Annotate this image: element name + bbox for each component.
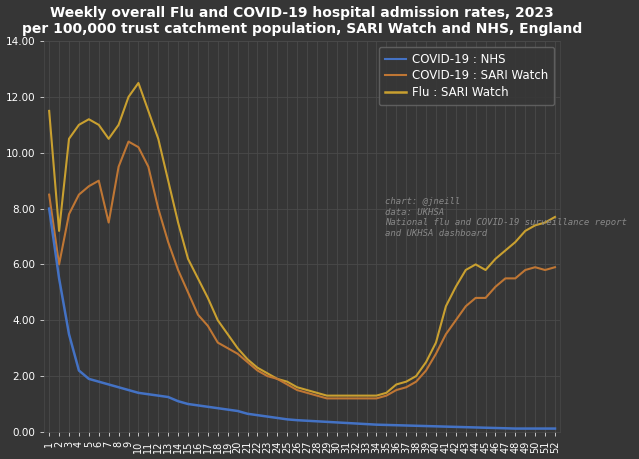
COVID-19 : NHS: (52, 7.7): NHS: (52, 7.7)	[551, 214, 559, 220]
Line: COVID-19 : SARI Watch: COVID-19 : SARI Watch	[49, 141, 555, 398]
Flu : SARI Watch: (32, 0.3): SARI Watch: (32, 0.3)	[353, 421, 360, 426]
COVID-19 : NHS: (26, 1.6): NHS: (26, 1.6)	[293, 385, 301, 390]
COVID-19 : NHS: (34, 1.3): NHS: (34, 1.3)	[373, 393, 380, 398]
COVID-19 : NHS: (1, 11.5): NHS: (1, 11.5)	[45, 108, 53, 114]
Flu : SARI Watch: (52, 0.12): SARI Watch: (52, 0.12)	[551, 426, 559, 431]
COVID-19 : NHS: (5, 11.2): NHS: (5, 11.2)	[85, 117, 93, 122]
COVID-19 : SARI Watch: (36, 1.5): SARI Watch: (36, 1.5)	[392, 387, 400, 393]
Flu : SARI Watch: (25, 0.45): SARI Watch: (25, 0.45)	[283, 417, 291, 422]
Flu : SARI Watch: (49, 0.12): SARI Watch: (49, 0.12)	[521, 426, 529, 431]
Flu : SARI Watch: (5, 1.9): SARI Watch: (5, 1.9)	[85, 376, 93, 381]
Flu : SARI Watch: (19, 0.8): SARI Watch: (19, 0.8)	[224, 407, 231, 412]
COVID-19 : NHS: (36, 1.7): NHS: (36, 1.7)	[392, 382, 400, 387]
COVID-19 : SARI Watch: (1, 8.5): SARI Watch: (1, 8.5)	[45, 192, 53, 197]
COVID-19 : NHS: (20, 3): NHS: (20, 3)	[234, 346, 242, 351]
COVID-19 : SARI Watch: (5, 8.8): SARI Watch: (5, 8.8)	[85, 184, 93, 189]
COVID-19 : SARI Watch: (29, 1.2): SARI Watch: (29, 1.2)	[323, 396, 331, 401]
COVID-19 : SARI Watch: (26, 1.5): SARI Watch: (26, 1.5)	[293, 387, 301, 393]
Text: chart: @jneill
data: UKHSA
National flu and COVID-19 surveillance report
and UKH: chart: @jneill data: UKHSA National flu …	[385, 197, 626, 238]
Legend: COVID-19 : NHS, COVID-19 : SARI Watch, Flu : SARI Watch: COVID-19 : NHS, COVID-19 : SARI Watch, F…	[379, 47, 554, 105]
Title: Weekly overall Flu and COVID-19 hospital admission rates, 2023
per 100,000 trust: Weekly overall Flu and COVID-19 hospital…	[22, 6, 582, 36]
COVID-19 : SARI Watch: (30, 1.2): SARI Watch: (30, 1.2)	[333, 396, 341, 401]
Flu : SARI Watch: (1, 8): SARI Watch: (1, 8)	[45, 206, 53, 211]
Line: COVID-19 : NHS: COVID-19 : NHS	[49, 83, 555, 396]
Flu : SARI Watch: (48, 0.12): SARI Watch: (48, 0.12)	[511, 426, 519, 431]
COVID-19 : SARI Watch: (52, 5.9): SARI Watch: (52, 5.9)	[551, 264, 559, 270]
COVID-19 : SARI Watch: (9, 10.4): SARI Watch: (9, 10.4)	[125, 139, 132, 144]
COVID-19 : NHS: (29, 1.3): NHS: (29, 1.3)	[323, 393, 331, 398]
COVID-19 : SARI Watch: (20, 2.8): SARI Watch: (20, 2.8)	[234, 351, 242, 357]
Line: Flu : SARI Watch: Flu : SARI Watch	[49, 208, 555, 429]
Flu : SARI Watch: (34, 0.26): SARI Watch: (34, 0.26)	[373, 422, 380, 427]
COVID-19 : SARI Watch: (34, 1.2): SARI Watch: (34, 1.2)	[373, 396, 380, 401]
COVID-19 : NHS: (10, 12.5): NHS: (10, 12.5)	[135, 80, 142, 86]
COVID-19 : NHS: (30, 1.3): NHS: (30, 1.3)	[333, 393, 341, 398]
